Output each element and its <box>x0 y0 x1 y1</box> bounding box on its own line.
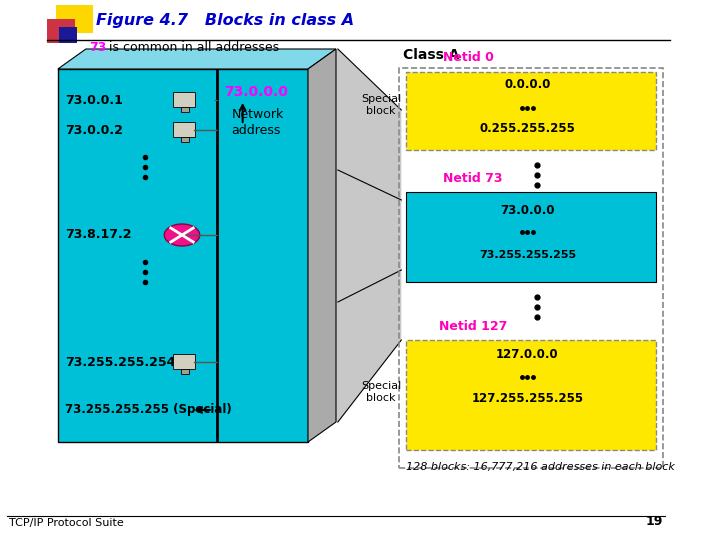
Text: 19: 19 <box>645 515 662 528</box>
Bar <box>173 92 195 107</box>
Bar <box>181 137 189 142</box>
Text: Special
block: Special block <box>361 381 401 403</box>
Bar <box>56 5 94 33</box>
Polygon shape <box>308 49 336 442</box>
Text: 73.0.0.0: 73.0.0.0 <box>500 204 554 217</box>
Bar <box>181 369 189 374</box>
Bar <box>406 192 656 282</box>
Text: Netid 0: Netid 0 <box>444 51 494 64</box>
Text: 0.255.255.255: 0.255.255.255 <box>480 123 575 136</box>
Text: address: address <box>231 124 281 137</box>
FancyBboxPatch shape <box>406 340 656 450</box>
Polygon shape <box>58 49 336 69</box>
Text: Network: Network <box>231 109 284 122</box>
Bar <box>47 19 75 43</box>
Text: 73.255.255.254: 73.255.255.254 <box>66 355 176 368</box>
Text: Special
block: Special block <box>361 94 401 116</box>
Text: 127.0.0.0: 127.0.0.0 <box>496 348 559 361</box>
Bar <box>59 27 78 43</box>
FancyBboxPatch shape <box>406 72 656 150</box>
Text: 73.8.17.2: 73.8.17.2 <box>66 228 132 241</box>
Text: Netid 73: Netid 73 <box>444 172 503 185</box>
Bar <box>173 354 195 369</box>
Bar <box>58 69 308 442</box>
Text: TCP/IP Protocol Suite: TCP/IP Protocol Suite <box>9 518 124 528</box>
Bar <box>181 107 189 112</box>
Text: is common in all addresses: is common in all addresses <box>105 41 279 54</box>
Text: Figure 4.7   Blocks in class A: Figure 4.7 Blocks in class A <box>96 14 354 29</box>
Polygon shape <box>308 49 401 422</box>
Text: 128 blocks: 16,777,216 addresses in each block: 128 blocks: 16,777,216 addresses in each… <box>406 462 675 472</box>
Text: 73.0.0.0: 73.0.0.0 <box>224 85 288 99</box>
Text: Class A: Class A <box>403 48 459 62</box>
Ellipse shape <box>164 224 199 246</box>
Text: 0.0.0.0: 0.0.0.0 <box>504 78 551 91</box>
Text: 73.255.255.255 (Special): 73.255.255.255 (Special) <box>66 403 232 416</box>
Text: 73.255.255.255: 73.255.255.255 <box>479 250 576 260</box>
Text: 73.0.0.1: 73.0.0.1 <box>66 93 123 106</box>
Text: 127.255.255.255: 127.255.255.255 <box>472 393 583 406</box>
Text: Netid 127: Netid 127 <box>438 320 507 333</box>
Bar <box>173 122 195 137</box>
Text: 73.0.0.2: 73.0.0.2 <box>66 124 123 137</box>
Text: 73: 73 <box>89 41 106 54</box>
